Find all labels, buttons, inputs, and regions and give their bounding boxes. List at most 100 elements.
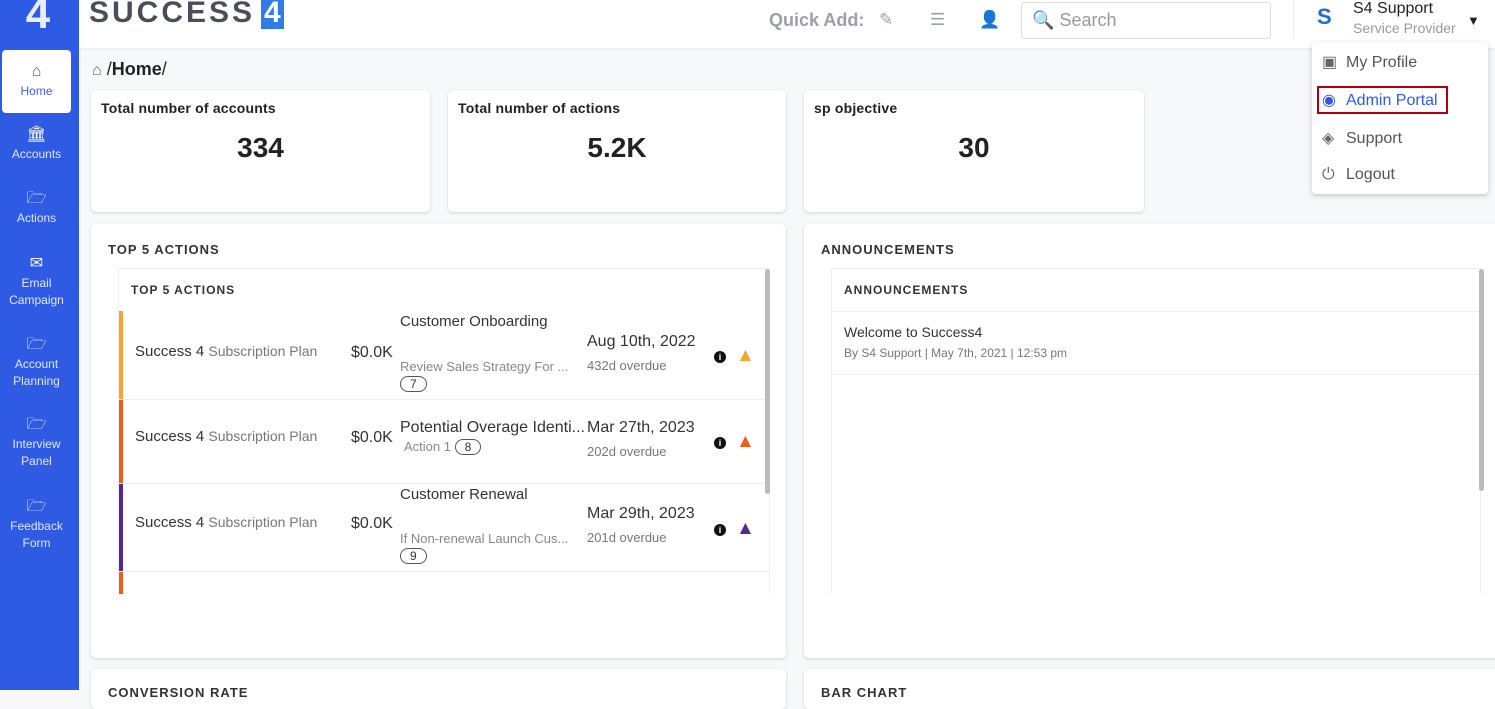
quick-add-label: Quick Add: xyxy=(769,10,865,30)
bar-chart-panel: BAR CHART xyxy=(804,669,1495,709)
user-menu-dropdown: ▣ My Profile ◉ Admin Portal ◈ Support ⏻ Logo… xyxy=(1312,42,1488,194)
overdue-text: 201d overdue xyxy=(587,530,667,545)
power-icon: ⏻ xyxy=(1322,166,1335,183)
caret-down-icon[interactable]: ▼ xyxy=(1467,13,1480,28)
action-title[interactable]: Potential Overage Identi... xyxy=(400,419,585,436)
sidebar-item-home[interactable]: ⌂ Home xyxy=(2,50,71,113)
count-badge: 7 xyxy=(400,376,427,392)
plan: Subscription Plan xyxy=(208,428,318,444)
stat-card-sp-objective: sp objective 30 xyxy=(804,90,1144,212)
sidebar-item-actions[interactable]: 🗁 Actions xyxy=(2,190,71,227)
action-title[interactable]: Customer Onboarding xyxy=(400,313,548,330)
edit-icon[interactable]: ✎ xyxy=(879,10,894,29)
sidebar-item-accounts[interactable]: 🏛 Accounts xyxy=(2,126,71,163)
sidebar-item-feedback-form[interactable]: 🗁 Feedback Form xyxy=(2,498,71,552)
label: Admin Portal xyxy=(1346,92,1438,109)
scrollbar[interactable] xyxy=(765,269,770,494)
stat-title: Total number of actions xyxy=(458,100,621,116)
bank-icon: 🏛 xyxy=(26,126,47,143)
action-row[interactable]: Success 4 Subscription Plan $0.0K Custom… xyxy=(119,484,769,572)
user-icon[interactable]: 👤 xyxy=(979,10,1001,29)
user-avatar[interactable]: S xyxy=(1317,4,1332,29)
user-circle-icon: ◉ xyxy=(1322,92,1336,109)
announcement-item[interactable]: Welcome to Success4 By S4 Support | May … xyxy=(832,311,1480,375)
scrollbar[interactable] xyxy=(1479,269,1484,491)
sidebar-item-interview-panel[interactable]: 🗁 Interview Panel xyxy=(2,416,71,470)
user-name[interactable]: S4 Support xyxy=(1353,0,1434,17)
stat-card-accounts: Total number of accounts 334 xyxy=(91,90,430,212)
account: Success 4 xyxy=(135,428,205,445)
action-subtitle: Action 1 xyxy=(404,439,451,454)
top-actions-panel: TOP 5 ACTIONS TOP 5 ACTIONS Success 4 Su… xyxy=(91,224,786,658)
label: My Profile xyxy=(1346,54,1418,71)
breadcrumb-sep: / xyxy=(106,59,112,79)
due-date: Aug 10th, 2022 xyxy=(587,333,696,350)
label: Actions xyxy=(16,211,57,225)
announcements-list: ANNOUNCEMENTS Welcome to Success4 By S4 … xyxy=(831,268,1481,594)
plan: Subscription Plan xyxy=(208,514,318,530)
due-date: Mar 29th, 2023 xyxy=(587,505,695,522)
panel-title: CONVERSION RATE xyxy=(108,685,249,700)
stat-title: Total number of accounts xyxy=(101,100,276,116)
conversion-rate-panel: CONVERSION RATE xyxy=(91,669,786,709)
overdue-text: 202d overdue xyxy=(587,444,667,459)
sidebar-item-account-planning[interactable]: 🗁 Account Planning xyxy=(2,336,71,390)
account-name: Success 4 Subscription Plan xyxy=(135,343,317,360)
divider xyxy=(1293,0,1294,38)
panel-title: BAR CHART xyxy=(821,685,908,700)
label: Feedback Form xyxy=(10,519,63,550)
stat-value: 5.2K xyxy=(587,132,647,163)
folder-icon: 🗁 xyxy=(26,190,47,207)
label: Support xyxy=(1346,130,1403,147)
amount: $0.0K xyxy=(351,515,393,532)
home-icon[interactable]: ⌂ xyxy=(92,62,102,79)
stat-value: 334 xyxy=(237,132,284,163)
profile-icon: ▣ xyxy=(1322,54,1338,71)
search-input[interactable]: 🔍 Search xyxy=(1021,2,1271,39)
action-row[interactable]: Success 4 Subscription Plan $0.0K Potent… xyxy=(119,400,769,484)
menu-item-my-profile[interactable]: ▣ My Profile xyxy=(1322,52,1417,72)
label: Account Planning xyxy=(13,357,60,388)
label: Email Campaign xyxy=(9,276,64,307)
home-icon: ⌂ xyxy=(31,63,42,80)
info-icon[interactable]: i xyxy=(714,437,726,449)
due-date: Mar 27th, 2023 xyxy=(587,419,695,436)
announcement-meta: By S4 Support | May 7th, 2021 | 12:53 pm xyxy=(844,346,1068,360)
breadcrumb-sep: / xyxy=(161,59,167,79)
list-title: ANNOUNCEMENTS xyxy=(844,283,969,297)
list-title: TOP 5 ACTIONS xyxy=(131,283,236,297)
stat-title: sp objective xyxy=(814,100,898,116)
menu-item-logout[interactable]: ⏻ Logout xyxy=(1322,166,1395,184)
top-header: SUCCESS 4 Quick Add: ✎ ☰ 👤 🔍 Search S S4 … xyxy=(79,0,1495,50)
action-subtitle: Review Sales Strategy For ... xyxy=(400,359,569,374)
label: Home xyxy=(20,84,53,98)
amount: $0.0K xyxy=(351,344,393,361)
user-role: Service Provider xyxy=(1353,20,1456,36)
sidebar: 4 ⌂ Home 🏛 Accounts 🗁 Actions ✉ Email Campai… xyxy=(0,0,79,690)
sidebar-item-email-campaign[interactable]: ✉ Email Campaign xyxy=(2,255,71,309)
panel-title: ANNOUNCEMENTS xyxy=(821,242,955,257)
warning-icon: ▲ xyxy=(736,518,755,539)
amount: $0.0K xyxy=(351,429,393,446)
brand-logo[interactable]: SUCCESS 4 xyxy=(89,0,284,30)
label: Accounts xyxy=(11,147,62,161)
ticket-icon: ◈ xyxy=(1322,130,1335,147)
action-title[interactable]: Customer Renewal xyxy=(400,486,528,503)
warning-icon: ▲ xyxy=(736,431,755,452)
menu-item-support[interactable]: ◈ Support xyxy=(1322,128,1402,148)
count-badge: 8 xyxy=(454,439,482,455)
stat-card-actions: Total number of actions 5.2K xyxy=(448,90,786,212)
stat-value: 30 xyxy=(958,132,990,163)
menu-item-admin-portal[interactable]: ◉ Admin Portal xyxy=(1317,86,1448,114)
account: Success 4 xyxy=(135,343,205,360)
priority-bar xyxy=(119,484,123,571)
list-icon[interactable]: ☰ xyxy=(930,10,946,29)
info-icon[interactable]: i xyxy=(714,524,726,536)
action-subtitle: If Non-renewal Launch Cus... xyxy=(400,531,569,546)
plan: Subscription Plan xyxy=(208,343,318,359)
folder-icon: 🗁 xyxy=(26,416,47,433)
brand-mark: 4 xyxy=(261,0,284,29)
info-icon[interactable]: i xyxy=(714,351,726,363)
action-row[interactable]: Success 4 Subscription Plan $0.0K Custom… xyxy=(119,311,769,400)
account: Success 4 xyxy=(135,514,205,531)
